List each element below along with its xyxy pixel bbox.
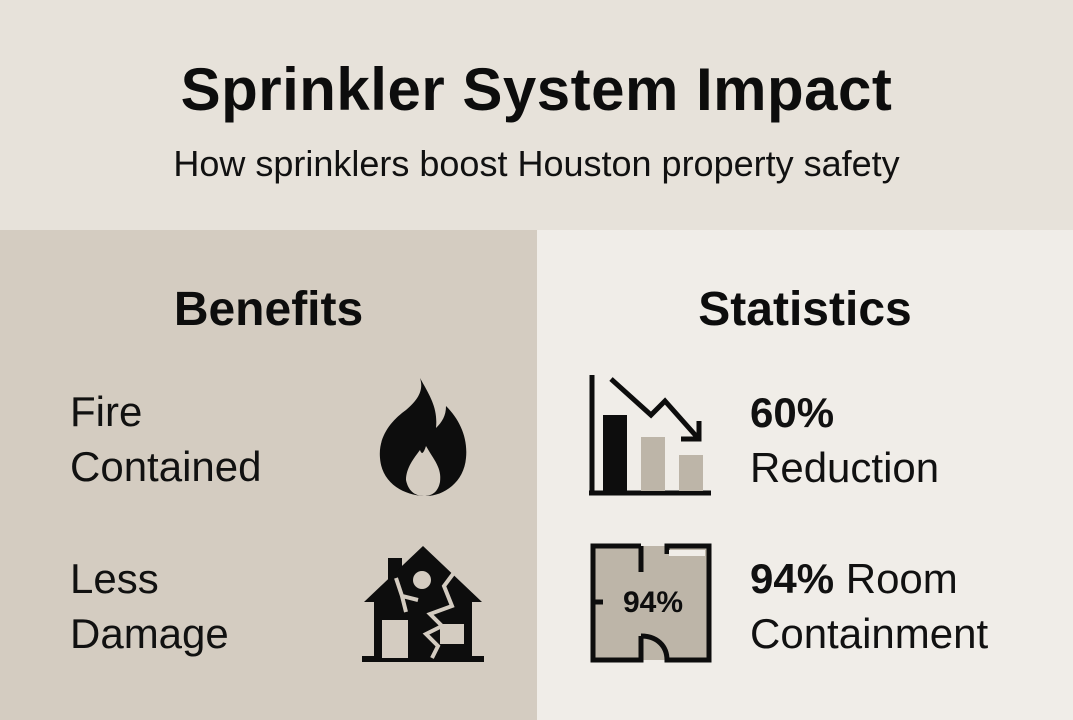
benefit-label-line2: Contained — [70, 443, 262, 490]
stat-label: Reduction — [750, 444, 940, 491]
benefit-label-line2: Damage — [70, 610, 229, 657]
page-title: Sprinkler System Impact — [180, 56, 893, 123]
stat-label: Containment — [750, 610, 989, 657]
cracked-house-icon — [362, 546, 484, 662]
stat-value: 60% — [750, 389, 835, 436]
stat-reduction: 60% Reduction — [750, 385, 939, 495]
page-subtitle: How sprinklers boost Houston property sa… — [173, 143, 900, 184]
stat-value: 94% — [750, 555, 835, 602]
benefits-heading: Benefits — [173, 283, 364, 336]
statistics-panel: Statistics 60% Reduction 94% 94% Room Co… — [537, 230, 1073, 720]
benefit-label-line1: Less — [70, 555, 159, 602]
benefit-label-line1: Fire — [70, 388, 143, 435]
benefit-fire-contained: Fire Contained — [70, 384, 261, 494]
svg-text:94%: 94% — [623, 586, 683, 619]
declining-bar-chart-icon — [589, 375, 711, 496]
floorplan-room-icon: 94% — [590, 543, 712, 663]
stat-label-rest: Room — [834, 555, 958, 602]
flame-icon — [379, 378, 467, 496]
statistics-heading: Statistics — [698, 283, 912, 336]
stat-room-containment: 94% Room Containment — [750, 551, 988, 661]
benefit-less-damage: Less Damage — [70, 551, 229, 661]
benefits-panel: Benefits Fire Contained Less Damage — [0, 230, 537, 720]
header: Sprinkler System Impact How sprinklers b… — [0, 0, 1073, 230]
